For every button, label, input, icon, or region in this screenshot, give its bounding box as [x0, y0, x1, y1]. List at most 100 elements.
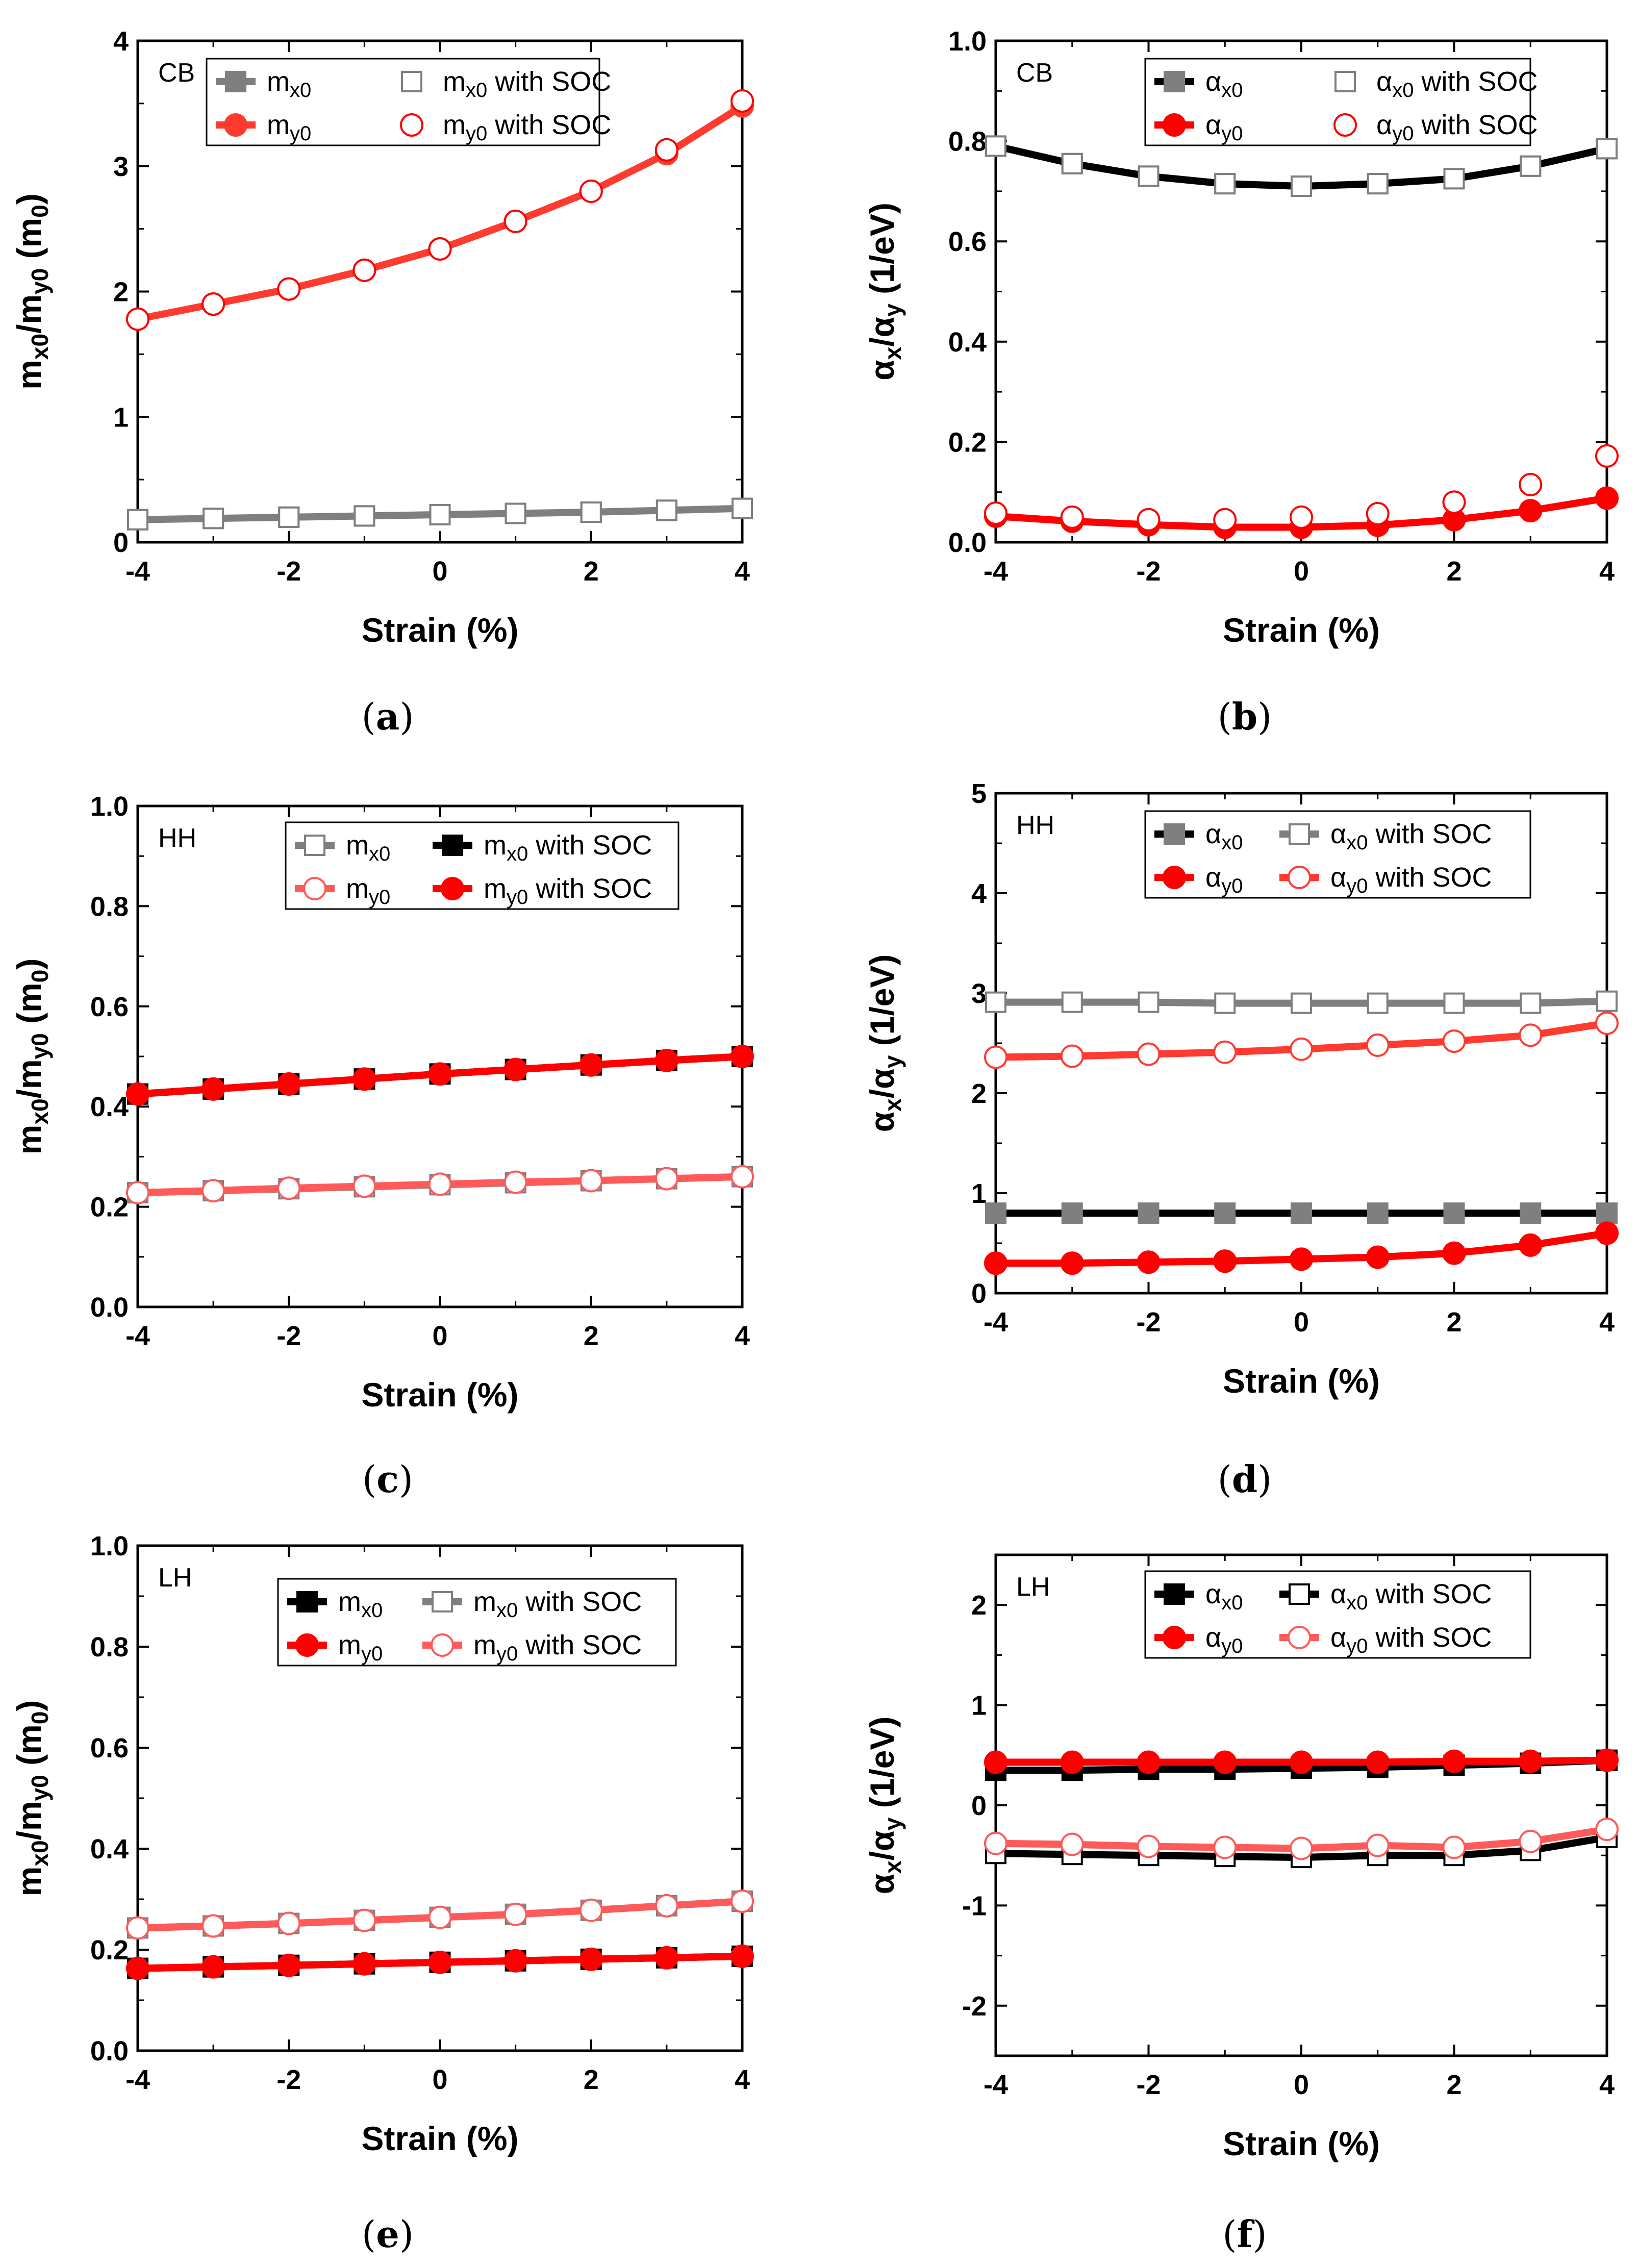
data-point-square — [1520, 1202, 1542, 1224]
legend-label-suffix: with SOC — [528, 830, 652, 861]
legend-label-main: α — [1205, 1622, 1221, 1653]
y-title-part: ) — [10, 193, 48, 205]
caption-paren: ( — [362, 2213, 376, 2256]
band-label: CB — [1016, 58, 1053, 88]
y-tick-label: 5 — [971, 778, 987, 809]
data-point-circle — [1137, 1750, 1161, 1774]
y-axis-title: αx/αy (1/eV) — [863, 954, 906, 1132]
data-point-circle — [126, 1181, 149, 1205]
x-tick-label: -2 — [276, 1321, 301, 1351]
y-title-part: (m — [10, 218, 48, 268]
data-point-square — [1138, 1202, 1160, 1224]
y-tick-label: 0.6 — [90, 992, 129, 1022]
band-label: LH — [158, 1563, 192, 1593]
data-point-circle — [984, 1045, 1007, 1069]
legend-label: mx0 — [346, 830, 390, 865]
data-point-circle — [503, 1949, 527, 1973]
band-label: HH — [1016, 811, 1054, 840]
data-point-circle — [126, 1956, 149, 1980]
caption-letter: e — [376, 2212, 399, 2256]
data-point-circle — [277, 1953, 301, 1977]
legend-label: my0 — [346, 873, 390, 909]
y-tick-label: 4 — [113, 26, 129, 57]
legend-marker-square — [1164, 71, 1185, 92]
y-axis-title: αx/αy (1/eV) — [863, 203, 906, 381]
data-point-square — [1291, 1202, 1312, 1224]
data-point-square — [505, 502, 526, 524]
data-point-circle — [277, 277, 301, 301]
band-label: CB — [158, 58, 195, 88]
legend-marker-square — [442, 835, 463, 856]
caption-paren: ) — [1257, 695, 1272, 738]
data-point-circle — [1213, 1040, 1237, 1064]
legend-box — [285, 821, 679, 910]
data-point-circle — [1290, 505, 1313, 529]
band-label: HH — [158, 823, 196, 853]
legend-marker-square — [1289, 1583, 1310, 1605]
legend-label: αx0 with SOC — [1330, 819, 1492, 854]
legend-label-suffix: with SOC — [1368, 1622, 1492, 1653]
data-point-circle — [126, 1082, 149, 1106]
data-point-circle — [1519, 472, 1543, 496]
legend-label-sub: x0 — [496, 1599, 518, 1622]
y-tick-label: 0.4 — [948, 327, 987, 358]
legend-label-main: m — [267, 66, 290, 97]
legend-label-suffix: with SOC — [1414, 110, 1538, 140]
legend-label: αy0 — [1205, 1622, 1243, 1657]
caption-paren: ) — [1257, 1458, 1272, 1501]
panel-caption: (d) — [1218, 1457, 1272, 1501]
data-point-square — [1061, 991, 1083, 1013]
x-axis-title: Strain (%) — [1223, 1362, 1380, 1400]
legend-label-main: m — [484, 873, 507, 904]
data-point-circle — [503, 1170, 527, 1194]
data-point-circle — [730, 89, 754, 113]
data-point-circle — [1060, 1044, 1084, 1068]
data-point-square — [1443, 992, 1465, 1014]
legend-box — [1144, 810, 1531, 899]
legend-marker-square — [401, 71, 422, 92]
legend-label: αx0 — [1205, 819, 1243, 854]
data-point-square — [278, 506, 300, 528]
x-tick-label: 0 — [1294, 1307, 1309, 1338]
data-point-circle — [352, 1067, 376, 1091]
data-point-square — [1596, 138, 1618, 160]
data-point-circle — [352, 1908, 376, 1932]
y-tick-label: 0.0 — [90, 1292, 129, 1323]
data-point-circle — [1366, 1245, 1390, 1269]
y-title-part: (m — [10, 1724, 48, 1775]
panel-caption: (e) — [362, 2212, 414, 2256]
legend-label-main: α — [1205, 1579, 1221, 1609]
data-point-circle — [1213, 508, 1237, 532]
x-tick-label: 2 — [584, 1321, 599, 1351]
data-point-square — [1138, 165, 1160, 187]
data-point-square — [127, 509, 148, 531]
legend-label: my0 with SOC — [484, 873, 652, 909]
data-point-square — [1061, 153, 1083, 174]
legend-label-main: m — [338, 1630, 361, 1660]
y-tick-label: 2 — [971, 1590, 987, 1621]
data-point-circle — [428, 1905, 452, 1929]
legend-label-suffix: with SOC — [518, 1630, 642, 1660]
y-tick-label: 3 — [113, 152, 129, 182]
data-point-circle — [1366, 1833, 1390, 1857]
y-title-part: (1/eV) — [863, 203, 901, 304]
data-point-square — [1214, 173, 1236, 195]
data-point-circle — [654, 138, 678, 162]
caption-letter: f — [1237, 2212, 1255, 2256]
panel-caption: (f) — [1222, 2212, 1267, 2256]
legend-label-main: m — [346, 830, 369, 861]
data-point-circle — [1519, 1749, 1543, 1773]
data-point-circle — [1060, 1251, 1084, 1275]
x-tick-label: 2 — [1446, 556, 1461, 587]
data-point-circle — [1442, 1029, 1466, 1053]
legend-label-main: m — [338, 1586, 361, 1617]
data-point-circle — [654, 1048, 678, 1072]
legend-label-main: α — [1205, 110, 1221, 140]
x-axis-title: Strain (%) — [1223, 2125, 1380, 2162]
data-point-circle — [352, 258, 376, 282]
data-point-circle — [352, 1952, 376, 1976]
data-point-square — [580, 501, 602, 523]
data-point-circle — [1137, 1834, 1161, 1858]
